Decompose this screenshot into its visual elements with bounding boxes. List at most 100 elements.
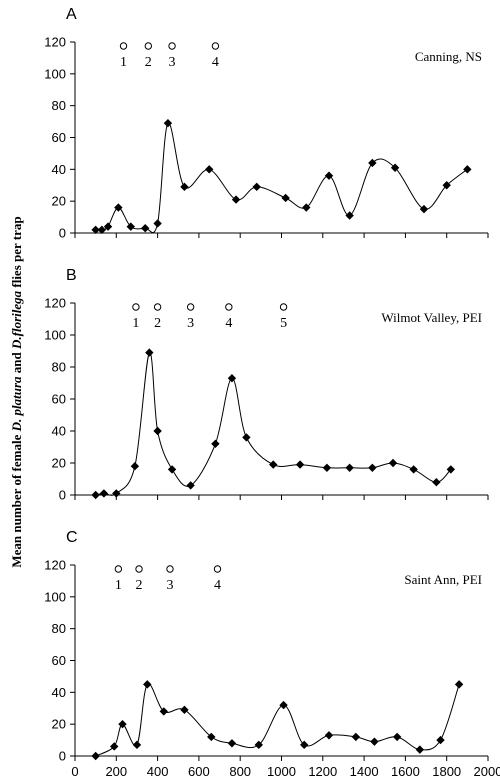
y-tick-label: 0	[59, 749, 66, 764]
panel-letter: C	[66, 529, 78, 546]
data-point	[159, 707, 168, 716]
event-label: 3	[169, 55, 176, 70]
data-point	[153, 219, 162, 228]
y-tick-label: 80	[52, 621, 66, 636]
panel-letter: B	[66, 267, 77, 284]
y-tick-label: 60	[52, 392, 66, 407]
y-tick-label: 100	[44, 66, 66, 81]
data-point	[103, 222, 113, 231]
data-point	[112, 489, 121, 498]
data-point	[114, 203, 123, 212]
x-tick-label: 800	[229, 764, 251, 779]
x-tick-label: 0	[71, 764, 78, 779]
series-line	[95, 122, 468, 234]
event-label: 3	[187, 316, 194, 331]
event-marker	[186, 303, 195, 311]
event-marker	[225, 303, 233, 311]
site-label: Canning, NS	[415, 49, 482, 64]
x-tick-label: 400	[147, 764, 169, 779]
data-point	[180, 705, 189, 715]
data-point	[345, 463, 354, 472]
data-point	[454, 680, 464, 689]
event-label: 2	[154, 316, 161, 331]
data-point	[227, 739, 237, 748]
x-tick-label: 1800	[432, 764, 461, 779]
event-marker	[144, 42, 153, 50]
panel-letter: A	[66, 6, 77, 23]
panel-A: A 0 20 40 60 80 100 120 Canning, NS 1 2 3 4	[44, 6, 489, 241]
data-point	[419, 204, 429, 214]
x-tick-label: 1600	[391, 764, 420, 779]
data-point	[254, 740, 263, 750]
data-point	[141, 224, 150, 233]
data-point	[295, 460, 305, 469]
event-label: 1	[115, 578, 122, 593]
data-point	[132, 740, 142, 750]
event-marker	[211, 42, 220, 50]
data-point	[370, 737, 379, 746]
x-tick-label: 200	[105, 764, 127, 779]
data-point	[211, 439, 220, 448]
y-tick-label: 20	[52, 717, 66, 732]
data-point	[231, 195, 241, 204]
y-tick-label: 60	[52, 653, 66, 668]
y-tick-label: 40	[52, 162, 66, 177]
data-point	[432, 478, 441, 487]
y-tick-label: 40	[52, 424, 66, 439]
event-marker	[135, 565, 143, 573]
y-tick-label: 100	[44, 589, 66, 604]
y-tick-label: 20	[52, 194, 66, 209]
event-marker	[114, 565, 123, 573]
data-point	[110, 742, 119, 751]
data-point	[91, 225, 100, 235]
y-tick-label: 100	[44, 328, 66, 343]
data-point	[91, 490, 100, 500]
data-point	[205, 165, 214, 174]
event-label: 3	[166, 578, 173, 593]
x-tick-label: 2000	[474, 764, 500, 779]
y-tick-label: 60	[52, 130, 66, 145]
data-point	[446, 465, 456, 474]
event-label: 2	[136, 578, 143, 593]
data-point	[436, 735, 445, 745]
y-tick-label: 120	[44, 35, 66, 50]
data-point	[300, 740, 309, 750]
event-label: 4	[214, 578, 221, 593]
data-point	[351, 732, 361, 742]
data-point	[368, 158, 377, 168]
data-point	[186, 481, 195, 490]
y-tick-label: 80	[52, 360, 66, 375]
data-point	[415, 745, 425, 754]
event-label: 4	[212, 55, 219, 70]
data-point	[345, 211, 354, 220]
x-tick-label: 600	[188, 764, 210, 779]
data-point	[99, 489, 109, 498]
panel-B: B 0 20 40 60 80 100 120 Wilmot Valley, PEI 1 2 3 4 5	[44, 267, 489, 503]
event-marker	[213, 565, 222, 573]
data-point	[392, 732, 402, 742]
y-tick-label: 0	[59, 488, 66, 503]
y-tick-label: 40	[52, 685, 66, 700]
data-point	[252, 182, 261, 192]
x-tick-label: 1200	[308, 764, 337, 779]
event-label: 1	[120, 55, 127, 70]
data-point	[118, 719, 127, 729]
data-point	[167, 465, 177, 474]
series-line	[95, 683, 460, 757]
y-tick-label: 80	[52, 98, 66, 113]
data-point	[153, 426, 162, 436]
data-point	[324, 731, 334, 740]
y-axis-label: Mean number of female D. platura and D.f…	[9, 216, 24, 567]
data-point	[143, 680, 152, 689]
event-marker	[132, 303, 140, 311]
site-label: Saint Ann, PEI	[404, 572, 482, 587]
event-marker	[119, 42, 128, 50]
data-point	[227, 374, 237, 383]
data-point	[126, 222, 135, 231]
data-point	[91, 751, 100, 761]
data-point	[463, 165, 472, 174]
data-point	[145, 348, 154, 357]
